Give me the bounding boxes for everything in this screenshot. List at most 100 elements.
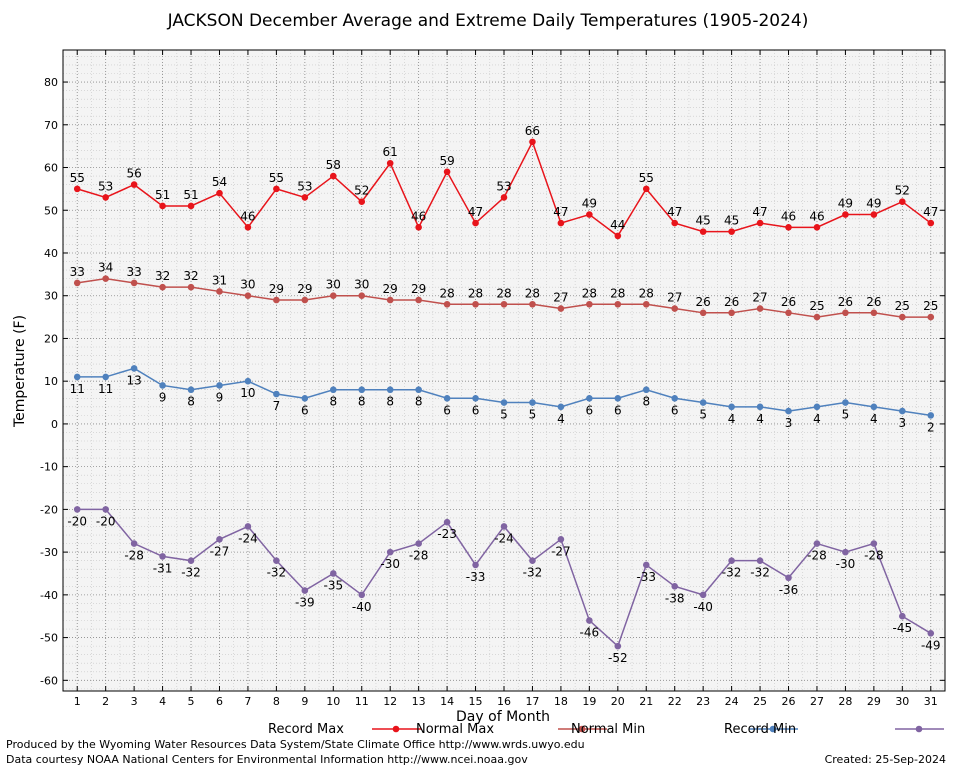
data-point (557, 305, 565, 312)
data-label: 47 (923, 205, 938, 219)
data-point (870, 309, 878, 317)
data-point (842, 399, 849, 406)
y-tick-label: 60 (44, 162, 58, 175)
data-label: 8 (187, 395, 195, 409)
legend-label-normal-max: Normal Max (416, 722, 494, 737)
data-point (870, 211, 878, 218)
data-label: -24 (494, 531, 514, 545)
data-point (472, 219, 479, 227)
data-point (187, 557, 195, 564)
data-label: 8 (358, 395, 366, 409)
data-point (642, 185, 650, 193)
footer-produced-by: Produced by the Wyoming Water Resources … (6, 738, 585, 751)
data-point (699, 228, 707, 235)
x-tick-label: 15 (469, 695, 483, 708)
data-point (756, 557, 764, 564)
data-label: 28 (610, 286, 625, 300)
data-point (415, 296, 422, 304)
y-tick-label: 0 (51, 418, 58, 431)
data-point (899, 313, 906, 321)
data-label: -36 (779, 583, 799, 597)
x-tick-label: 22 (668, 695, 682, 708)
data-point (386, 386, 394, 394)
series-record-max: 55 53 56 51 51 54 46 55 53 58 52 61 46 59 47 53 66 47 49 44… (70, 124, 938, 240)
y-tick-label: -50 (40, 632, 58, 645)
legend-marker-normal-max (578, 725, 586, 733)
y-tick-label: 30 (44, 290, 58, 303)
x-tick-label: 5 (188, 695, 195, 708)
data-label: 61 (383, 145, 398, 159)
data-point (187, 283, 195, 291)
data-label: 45 (696, 214, 711, 228)
data-point (102, 373, 109, 381)
data-label: 29 (411, 282, 426, 296)
data-point (785, 407, 792, 415)
data-point (785, 574, 792, 582)
data-label: -40 (352, 600, 372, 614)
data-label: 29 (269, 282, 284, 296)
data-point (415, 540, 422, 547)
data-label: 28 (468, 286, 483, 300)
data-label: 53 (297, 179, 312, 193)
data-point (500, 300, 508, 308)
data-label: -23 (437, 527, 457, 541)
data-label: -40 (693, 600, 713, 614)
x-tick-label: 20 (611, 695, 625, 708)
data-label: 55 (639, 171, 654, 185)
data-label: 46 (809, 209, 824, 223)
data-label: 28 (525, 286, 540, 300)
data-label: 28 (496, 286, 511, 300)
data-label: 25 (895, 299, 910, 313)
x-tick-label: 31 (924, 695, 938, 708)
y-tick-label: 80 (44, 76, 58, 89)
data-label: -30 (380, 557, 400, 571)
data-label: 8 (642, 395, 650, 409)
data-label: -31 (153, 561, 173, 575)
data-point (642, 386, 650, 394)
data-point (614, 642, 622, 650)
data-point (529, 399, 536, 406)
data-label: -33 (636, 570, 656, 584)
x-tick-label: 25 (753, 695, 767, 708)
data-point (73, 279, 81, 287)
data-label: 6 (614, 403, 622, 417)
data-label: 13 (126, 373, 141, 387)
data-point (216, 535, 223, 543)
data-point (728, 557, 735, 564)
data-label: 55 (70, 171, 85, 185)
data-label: 49 (866, 197, 881, 211)
data-point (159, 202, 166, 210)
data-label: 27 (667, 291, 682, 305)
data-label: -32 (523, 566, 543, 580)
data-point (671, 394, 679, 402)
data-label: -49 (921, 638, 941, 652)
data-point (244, 523, 252, 530)
data-point (671, 219, 679, 227)
data-label: 51 (183, 188, 198, 202)
data-point (301, 194, 309, 201)
x-tick-label: 16 (497, 695, 511, 708)
x-tick-label: 18 (554, 695, 568, 708)
data-point (386, 296, 394, 304)
data-point (216, 288, 223, 295)
data-point (216, 382, 223, 389)
data-point (671, 583, 679, 590)
data-label: 8 (386, 395, 394, 409)
data-label: -33 (466, 570, 486, 584)
data-label: 2 (927, 420, 935, 434)
data-label: -28 (124, 549, 144, 563)
data-label: 6 (671, 403, 679, 417)
data-point (358, 591, 366, 599)
data-point (899, 612, 906, 620)
data-point (301, 587, 309, 594)
data-point (472, 394, 479, 402)
data-label: 30 (240, 278, 255, 292)
data-point (273, 296, 280, 304)
data-label: 28 (639, 286, 654, 300)
data-point (102, 275, 109, 282)
data-point (472, 561, 479, 569)
data-label: 44 (610, 218, 625, 232)
data-label: -32 (267, 566, 287, 580)
x-tick-label: 6 (216, 695, 223, 708)
data-point (728, 309, 735, 317)
